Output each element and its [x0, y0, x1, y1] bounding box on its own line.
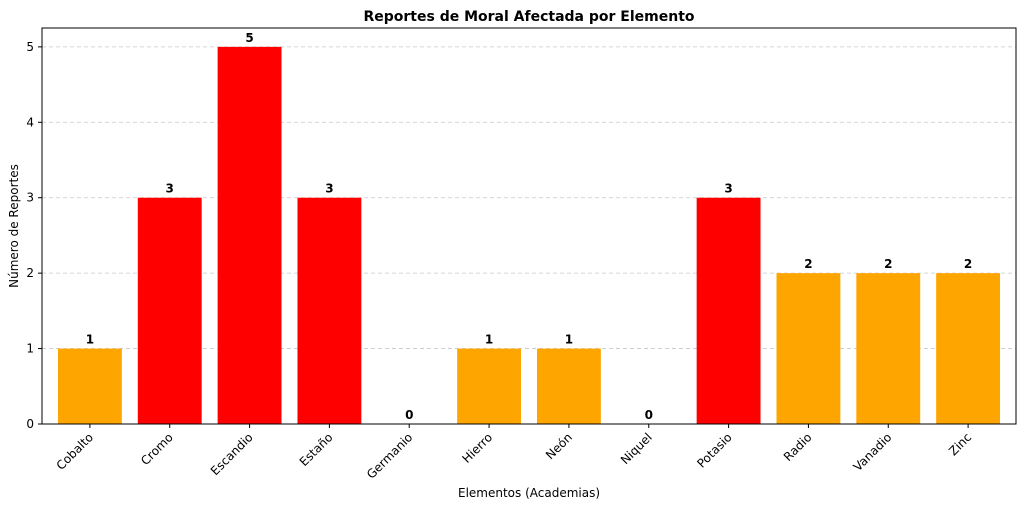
x-tick-label: Zinc [946, 430, 974, 458]
bar-estaño [297, 197, 362, 424]
bar-escandio [217, 46, 282, 424]
y-tick-label: 4 [26, 115, 34, 129]
y-tick-label: 1 [26, 342, 34, 356]
plot-frame [41, 27, 1017, 425]
x-tick-label: Radio [781, 430, 815, 464]
bar-value-label: 0 [645, 408, 653, 422]
y-tick-label: 0 [26, 417, 34, 431]
bar-hierro [457, 348, 522, 424]
data-labels: 1 3 5 3 0 1 1 0 3 2 2 2 [86, 31, 973, 422]
bar-cobalto [57, 348, 122, 424]
bar-value-label: 1 [565, 333, 573, 347]
bar-radio [776, 273, 841, 424]
x-tick-label: Potasio [694, 430, 734, 470]
x-tick-label: Niquel [618, 430, 655, 467]
bar-value-label: 2 [884, 257, 892, 271]
bar-potasio [696, 197, 761, 424]
x-tick-label: Estaño [297, 430, 336, 469]
bars [57, 46, 1001, 424]
x-tick-label: Hierro [460, 430, 496, 466]
bar-value-label: 3 [325, 182, 333, 196]
bar-value-label: 1 [86, 333, 94, 347]
y-tick-label: 3 [26, 191, 34, 205]
bar-vanadio [856, 273, 921, 424]
bar-value-label: 2 [964, 257, 972, 271]
bar-cromo [137, 197, 202, 424]
y-axis-label: Número de Reportes [7, 164, 21, 288]
bar-value-label: 5 [245, 31, 253, 45]
bar-zinc [936, 273, 1001, 424]
x-tick-label: Cromo [138, 430, 176, 468]
x-tick-label: Escandio [208, 430, 256, 478]
chart-title: Reportes de Moral Afectada por Elemento [363, 9, 694, 25]
x-axis-label: Elementos (Academias) [458, 486, 600, 500]
x-tick-label: Cobalto [54, 430, 96, 472]
y-tick-label: 2 [26, 266, 34, 280]
bar-value-label: 1 [485, 333, 493, 347]
x-tick-label: Germanio [364, 430, 415, 481]
y-tick-label: 5 [26, 40, 34, 54]
bar-neón [536, 348, 601, 424]
bar-value-label: 2 [804, 257, 812, 271]
bar-value-label: 3 [724, 182, 732, 196]
bar-value-label: 0 [405, 408, 413, 422]
bar-value-label: 3 [166, 182, 174, 196]
x-tick-label: Vanadio [851, 430, 895, 474]
x-tick-label: Neón [543, 430, 575, 462]
